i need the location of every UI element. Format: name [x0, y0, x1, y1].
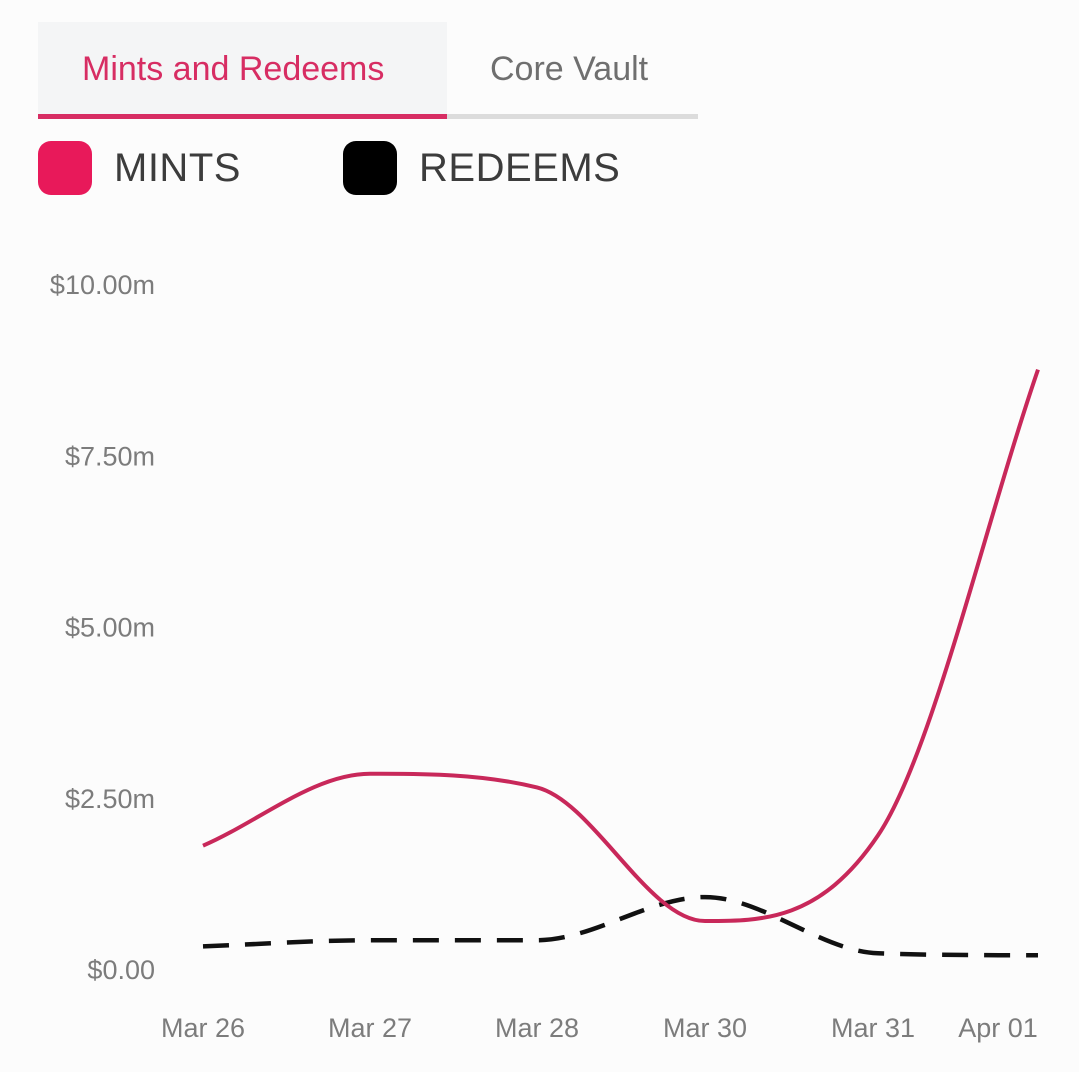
- series-line-redeems: [202, 894, 1039, 958]
- tab-core-vault[interactable]: Core Vault: [490, 50, 649, 88]
- legend-label-redeems: REDEEMS: [419, 145, 621, 190]
- x-tick-label: Mar 30: [663, 1013, 747, 1043]
- legend-label-mints: MINTS: [114, 145, 241, 190]
- series-line-mints: [202, 368, 1040, 924]
- x-tick-label: Mar 31: [831, 1013, 915, 1043]
- x-tick-label: Apr 01: [958, 1013, 1038, 1043]
- y-tick-label: $5.00m: [65, 613, 155, 643]
- tab-underline-active: [38, 114, 447, 119]
- y-tick-label: $2.50m: [65, 784, 155, 814]
- y-tick-label: $10.00m: [50, 270, 155, 300]
- x-tick-label: Mar 28: [495, 1013, 579, 1043]
- tab-bar: Mints and Redeems Core Vault: [38, 22, 698, 120]
- y-tick-label: $7.50m: [65, 441, 155, 471]
- y-tick-label: $0.00: [87, 955, 155, 985]
- x-tick-label: Mar 27: [328, 1013, 412, 1043]
- legend-item-redeems[interactable]: REDEEMS: [343, 140, 620, 196]
- tab-mints-and-redeems[interactable]: Mints and Redeems: [82, 50, 385, 88]
- x-tick-label: Mar 26: [161, 1013, 245, 1043]
- legend-item-mints[interactable]: MINTS: [38, 140, 241, 196]
- active-tab-background: [38, 22, 447, 116]
- legend-swatch-redeems: [343, 141, 397, 195]
- legend-swatch-mints: [38, 141, 92, 195]
